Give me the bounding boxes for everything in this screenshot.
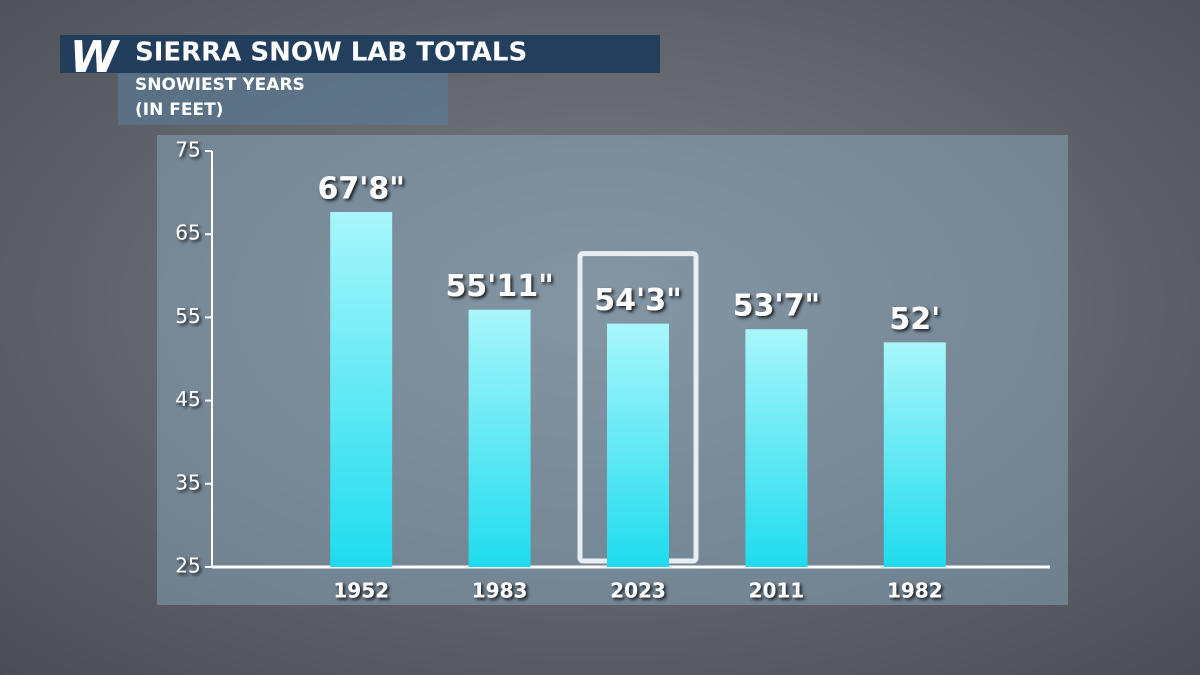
value-label: 53'7" bbox=[733, 289, 820, 324]
bar bbox=[468, 309, 531, 567]
y-tick-label: 65 bbox=[175, 221, 200, 245]
y-tick-label: 55 bbox=[175, 304, 200, 328]
title-bar bbox=[60, 35, 660, 73]
bar bbox=[607, 323, 669, 567]
value-label: 55'11" bbox=[445, 269, 553, 304]
x-tick-label: 1952 bbox=[333, 579, 389, 603]
x-tick-label: 1983 bbox=[472, 579, 528, 603]
bar bbox=[745, 329, 808, 567]
x-tick-label: 1982 bbox=[887, 579, 943, 603]
bar bbox=[883, 342, 946, 567]
y-axis-label: (IN FEET) bbox=[135, 100, 223, 120]
y-tick-label: 35 bbox=[175, 470, 200, 494]
value-label: 67'8" bbox=[317, 171, 404, 206]
chart-title: SIERRA SNOW LAB TOTALS bbox=[135, 38, 527, 68]
subtitle-bar bbox=[118, 73, 448, 125]
y-tick-label: 75 bbox=[175, 138, 200, 162]
y-tick-label: 45 bbox=[175, 387, 200, 411]
value-label: 54'3" bbox=[594, 283, 681, 318]
x-tick-label: 2023 bbox=[610, 579, 666, 603]
bar bbox=[330, 211, 393, 567]
chart-subtitle: SNOWIEST YEARS bbox=[135, 75, 305, 95]
y-tick-label: 25 bbox=[175, 554, 200, 578]
value-label: 52' bbox=[889, 302, 940, 337]
logo: W bbox=[70, 32, 121, 83]
x-tick-label: 2011 bbox=[749, 579, 805, 603]
